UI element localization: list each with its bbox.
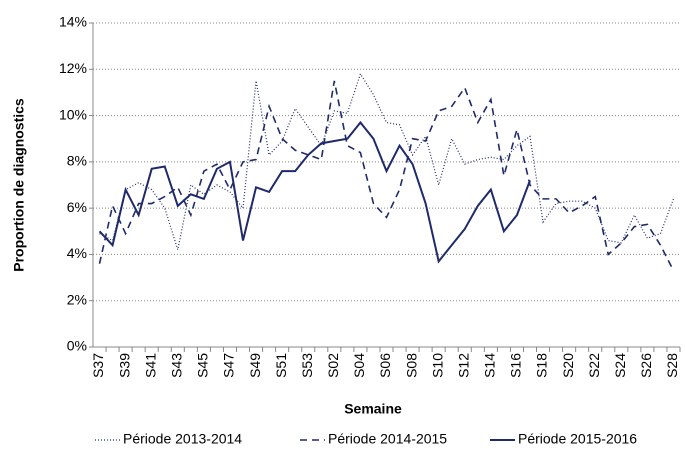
y-axis-title: Proportion de diagnostics (11, 98, 27, 272)
x-tick-label: S02 (325, 353, 341, 378)
x-tick-label: S49 (247, 353, 263, 378)
x-tick-label: S39 (116, 353, 132, 378)
x-tick-label: S16 (508, 353, 524, 378)
x-tick-label: S28 (664, 353, 680, 378)
x-tick-label: S12 (455, 353, 471, 378)
x-tick-label: S47 (221, 353, 237, 378)
x-tick-label: S41 (142, 353, 158, 378)
x-tick-label: S18 (534, 353, 550, 378)
legend-label: Période 2013-2014 (123, 431, 242, 447)
y-tick-label: 14% (59, 14, 87, 30)
legend-label: Période 2015-2016 (518, 431, 637, 447)
x-axis-title: Semaine (344, 401, 402, 417)
x-tick-label: S26 (638, 353, 654, 378)
y-tick-label: 12% (59, 60, 87, 76)
x-tick-label: S20 (560, 353, 576, 378)
x-tick-label: S24 (612, 353, 628, 378)
x-tick-label: S51 (273, 353, 289, 378)
x-tick-label: S14 (482, 353, 498, 378)
series-line (98, 80, 675, 271)
legend-label: Période 2014-2015 (328, 431, 447, 447)
x-tick-label: S53 (299, 353, 315, 378)
x-tick-label: S04 (351, 353, 367, 378)
x-tick-label: S22 (586, 353, 602, 378)
x-tick-label: S37 (90, 353, 106, 378)
y-tick-label: 10% (59, 106, 87, 122)
x-tick-label: S43 (168, 353, 184, 378)
y-tick-label: 0% (67, 338, 87, 354)
series-line (99, 72, 675, 250)
y-tick-label: 2% (67, 291, 87, 307)
x-tick-label: S06 (377, 353, 393, 378)
x-tick-label: S10 (429, 353, 445, 378)
y-tick-label: 6% (67, 199, 87, 215)
x-tick-label: S08 (403, 353, 419, 378)
y-tick-label: 8% (67, 153, 87, 169)
y-tick-label: 4% (67, 245, 87, 261)
x-tick-label: S45 (195, 353, 211, 378)
series-line (98, 120, 531, 264)
